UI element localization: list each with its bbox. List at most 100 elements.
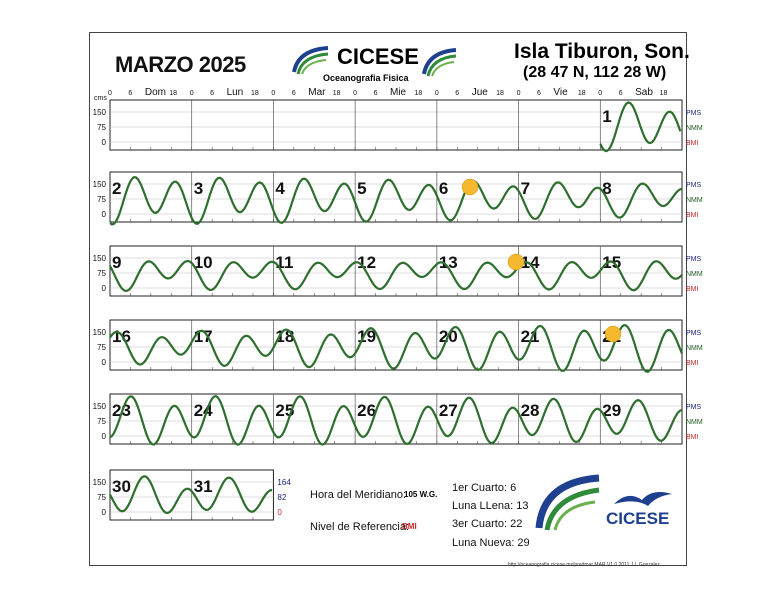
ref-label: Nivel de Referencia:	[310, 521, 410, 533]
day-number: 12	[357, 253, 376, 272]
day-number: 10	[194, 253, 213, 272]
level-label-bmi: BMI	[686, 140, 699, 147]
month-title: MARZO 2025	[115, 52, 246, 77]
y-tick-label: 75	[97, 269, 106, 278]
cicese-logo-icon	[535, 474, 600, 531]
hour-tick-label: 6	[210, 90, 214, 97]
level-value-label: 82	[277, 493, 286, 502]
level-label-pms: PMS	[686, 110, 702, 117]
day-number: 4	[275, 179, 285, 198]
tide-curve	[109, 176, 683, 226]
y-tick-label: 150	[93, 108, 107, 117]
level-label-bmi: BMI	[686, 286, 699, 293]
y-tick-label: 150	[93, 180, 107, 189]
day-number: 7	[521, 179, 530, 198]
footer-url: http://oceanografia.cicese.mx/predmar MA…	[508, 562, 660, 568]
moon-first-quarter: 1er Cuarto: 6	[452, 482, 517, 494]
hour-tick-label: 0	[598, 90, 602, 97]
y-tick-label: 150	[93, 328, 107, 337]
wave-logo-icon	[292, 46, 329, 75]
y-tick-label: 150	[93, 478, 107, 487]
hour-tick-label: Mar	[308, 87, 326, 98]
hour-tick-label: 6	[374, 90, 378, 97]
level-label-nmm: NMM	[686, 419, 703, 426]
level-label-nmm: NMM	[686, 345, 703, 352]
hour-tick-label: 6	[128, 90, 132, 97]
hour-tick-label: 0	[271, 90, 275, 97]
wave-logo-icon-2	[422, 48, 457, 77]
org-subtitle: Oceanografia Fisica	[323, 73, 409, 83]
level-value-label: 0	[277, 508, 282, 517]
org-name: CICESE	[337, 44, 419, 69]
day-number: 28	[521, 401, 540, 420]
day-number: 31	[194, 477, 213, 496]
hour-tick-label: 6	[292, 90, 296, 97]
level-label-pms: PMS	[686, 404, 702, 411]
hour-tick-label: 18	[333, 90, 341, 97]
ref-value: BMI	[402, 522, 417, 531]
cicese-logo-text: CICESE	[606, 509, 670, 528]
tide-curve	[109, 395, 683, 446]
hour-tick-label: Dom	[145, 87, 166, 98]
level-label-bmi: BMI	[686, 360, 699, 367]
level-value-label: 164	[277, 478, 291, 487]
tide-curve	[109, 259, 683, 293]
day-number: 6	[439, 179, 448, 198]
hour-tick-label: 6	[537, 90, 541, 97]
hour-tick-label: Lun	[227, 87, 244, 98]
hour-tick-label: 0	[435, 90, 439, 97]
hour-tick-label: 6	[455, 90, 459, 97]
day-number: 8	[602, 179, 611, 198]
moon-third-quarter: 3er Cuarto: 22	[452, 518, 523, 530]
meridian-label: Hora del Meridiano:	[310, 489, 406, 501]
hour-tick-label: 18	[660, 90, 668, 97]
hour-tick-label: 18	[414, 90, 422, 97]
moon-third-quarter-icon	[604, 325, 622, 343]
level-label-nmm: NMM	[686, 271, 703, 278]
y-tick-label: 75	[97, 195, 106, 204]
level-label-nmm: NMM	[686, 197, 703, 204]
day-number: 9	[112, 253, 121, 272]
level-label-pms: PMS	[686, 182, 702, 189]
moon-new: Luna Nueva: 29	[452, 537, 530, 549]
y-tick-label: 0	[102, 432, 107, 441]
hour-tick-label: 18	[169, 90, 177, 97]
moon-first-quarter-icon	[461, 178, 479, 196]
day-number: 11	[275, 253, 293, 272]
meridian-value: 105 W.G.	[404, 490, 438, 499]
day-number: 26	[357, 401, 376, 420]
level-label-pms: PMS	[686, 256, 702, 263]
hour-tick-label: Vie	[553, 87, 568, 98]
hour-tick-label: 18	[496, 90, 504, 97]
hour-tick-label: 6	[619, 90, 623, 97]
hour-tick-label: 0	[517, 90, 521, 97]
level-label-nmm: NMM	[686, 125, 703, 132]
hour-tick-label: Sab	[635, 87, 653, 98]
hour-tick-label: Mie	[390, 87, 407, 98]
y-tick-label: 75	[97, 123, 106, 132]
day-number: 13	[439, 253, 458, 272]
day-number: 29	[602, 401, 621, 420]
moon-full-icon	[507, 253, 525, 271]
day-number: 27	[439, 401, 458, 420]
hour-tick-label: 18	[578, 90, 586, 97]
units-label: cms	[94, 95, 107, 102]
day-number: 5	[357, 179, 366, 198]
y-tick-label: 75	[97, 343, 106, 352]
y-tick-label: 0	[102, 508, 107, 517]
hour-tick-label: 0	[190, 90, 194, 97]
tide-panel	[109, 99, 683, 151]
day-number: 30	[112, 477, 131, 496]
y-tick-label: 0	[102, 210, 107, 219]
y-tick-label: 0	[102, 138, 107, 147]
bird-logo-icon	[614, 492, 672, 506]
tide-curve	[599, 101, 682, 153]
y-tick-label: 0	[102, 358, 107, 367]
hour-tick-label: 0	[108, 90, 112, 97]
y-tick-label: 150	[93, 254, 107, 263]
hour-tick-label: Jue	[472, 87, 489, 98]
day-number: 14	[521, 253, 540, 272]
location-coords: (28 47 N, 112 28 W)	[523, 64, 667, 81]
day-number: 2	[112, 179, 121, 198]
